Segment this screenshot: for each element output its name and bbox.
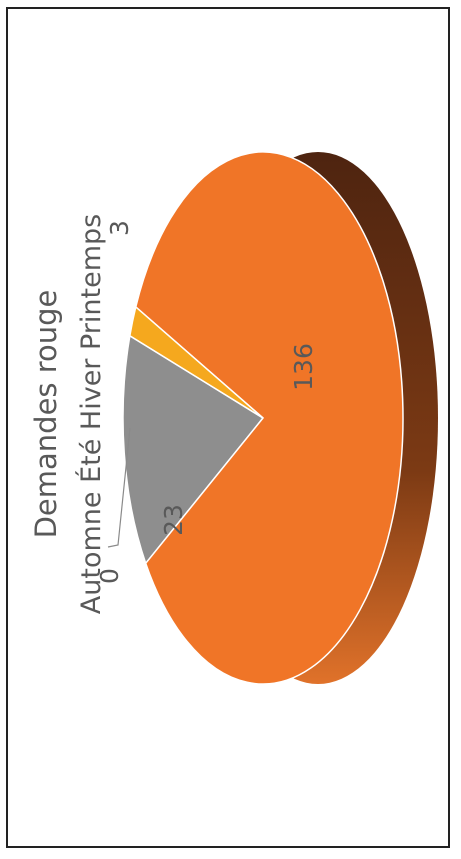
pie-slice-hiver	[134, 151, 404, 685]
data-label-printemps: 3	[105, 220, 134, 236]
pie-slice-ete	[122, 334, 265, 565]
pie-slice-printemps	[129, 305, 264, 419]
data-label-ete: 23	[159, 504, 188, 536]
chart-legend: Automne Été Hiver Printemps	[75, 214, 107, 614]
chart-title: Demandes rouge	[29, 290, 63, 539]
pie-slices	[122, 151, 404, 685]
zero-label-leader-line	[107, 427, 131, 548]
data-label-hiver: 136	[289, 343, 318, 391]
data-label-automne: 0	[95, 568, 124, 584]
chart-labels: Demandes rouge Automne Été Hiver Printem…	[29, 214, 318, 614]
